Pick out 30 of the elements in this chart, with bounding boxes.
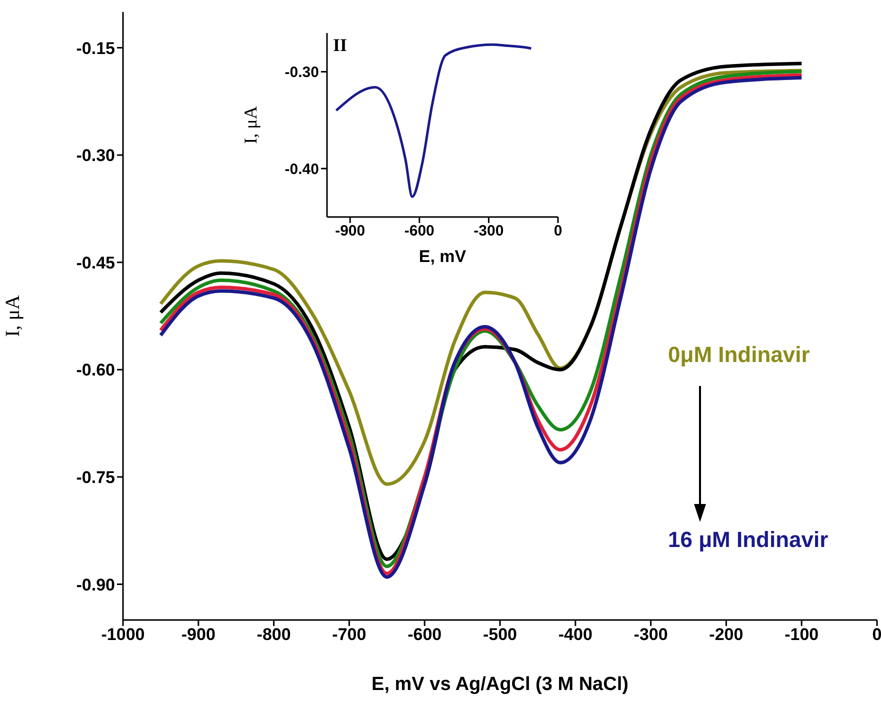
y-axis-title: I, μA [2,294,24,337]
annotation: 0μM Indinavir [668,342,810,368]
y-axis-title: I, μA [240,106,260,144]
x-tick-label: -300 [474,222,504,240]
x-tick-label: -100 [784,625,819,644]
y-tick-label: -0.30 [76,146,115,166]
x-tick-label: -500 [482,625,518,644]
x-tick-label: 0 [872,625,881,644]
x-tick-label: -900 [335,222,366,240]
y-tick-label: -0.45 [76,253,115,272]
x-tick-label: -700 [332,625,366,644]
annotation: 16 μM Indinavir [668,527,828,553]
y-tick-label: -0.15 [76,38,115,58]
x-tick-label: -800 [256,625,291,644]
x-tick-label: -600 [408,625,442,644]
x-axis-title: E, mV [418,247,467,266]
y-tick-label: -0.60 [76,360,115,380]
y-tick-label: -0.75 [76,468,115,487]
x-tick-label: -900 [181,625,216,644]
x-tick-label: -200 [709,625,744,644]
x-tick-label: -300 [634,625,668,644]
x-tick-label: -1000 [101,625,145,644]
x-tick-label: -600 [404,222,434,240]
x-tick-label: 0 [554,222,562,240]
x-axis-title: E, mV vs Ag/AgCl (3 M NaCl) [372,674,628,695]
y-tick-label: -0.40 [284,160,319,178]
y-tick-label: -0.90 [76,575,115,594]
chart-title: II [333,35,348,56]
y-tick-label: -0.30 [284,64,319,82]
x-tick-label: -400 [558,625,592,644]
